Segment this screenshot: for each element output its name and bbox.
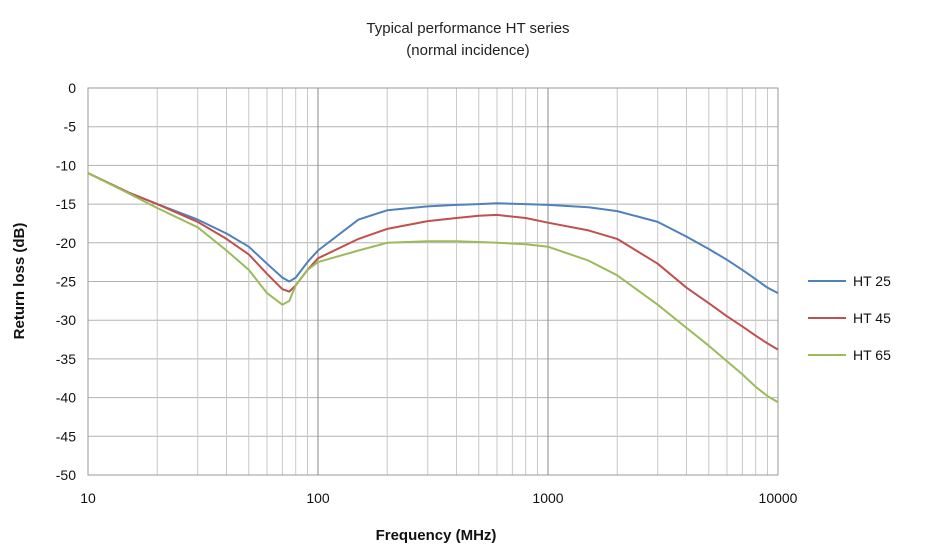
y-tick-label: -35 — [56, 351, 76, 367]
y-tick-label: -50 — [56, 467, 76, 483]
legend-label: HT 25 — [853, 273, 891, 289]
x-tick-label: 1000 — [532, 490, 563, 506]
grid — [87, 87, 778, 476]
plot-border — [87, 87, 779, 476]
x-tick-label: 100 — [306, 490, 330, 506]
x-tick-label: 10 — [80, 490, 96, 506]
chart-title: Typical performance HT series — [366, 20, 569, 37]
legend: HT 25 HT 45 HT 65 — [808, 273, 891, 363]
y-tick-label: 0 — [68, 80, 76, 96]
y-tick-label: -25 — [56, 274, 76, 290]
series-line-ht-25 — [87, 172, 779, 294]
y-tick-label: -5 — [64, 119, 77, 135]
y-tick-label: -40 — [56, 390, 76, 406]
x-axis-label: Frequency (MHz) — [376, 527, 497, 544]
y-tick-label: -20 — [56, 235, 76, 251]
y-tick-labels: 0 -5 -10 -15 -20 -25 -30 -35 -40 -45 -50 — [56, 80, 76, 483]
y-tick-label: -10 — [56, 157, 76, 173]
y-tick-label: -15 — [56, 196, 76, 212]
series-line-ht-45 — [87, 172, 779, 351]
x-tick-label: 10000 — [759, 490, 798, 506]
x-tick-labels: 10 100 1000 10000 — [80, 490, 797, 506]
series-lines — [87, 172, 779, 404]
legend-label: HT 65 — [853, 347, 891, 363]
legend-label: HT 45 — [853, 310, 891, 326]
chart-subtitle: (normal incidence) — [406, 42, 529, 59]
y-axis-label: Return loss (dB) — [11, 223, 28, 340]
y-tick-label: -30 — [56, 312, 76, 328]
series-line-ht-65 — [87, 172, 779, 404]
y-tick-label: -45 — [56, 428, 76, 444]
